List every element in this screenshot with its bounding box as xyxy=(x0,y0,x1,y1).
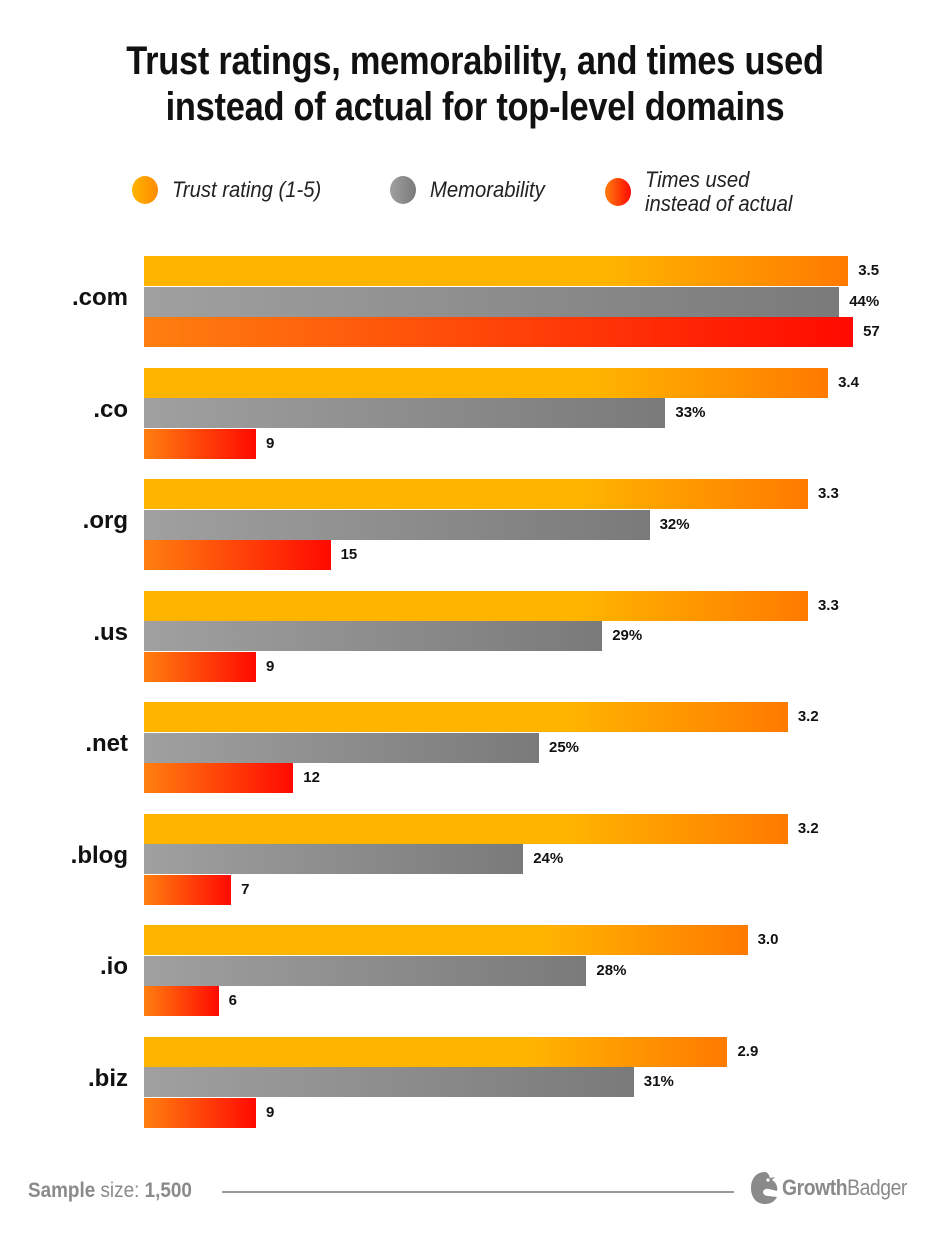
sample-value: 1,500 xyxy=(144,1179,192,1202)
legend-label: Times used instead of actual xyxy=(645,168,792,216)
sample-size: Sample size: 1,500 xyxy=(28,1179,192,1203)
bar-memorability xyxy=(144,509,650,540)
data-label-memorability: 25% xyxy=(549,738,580,756)
bar-trust xyxy=(144,590,808,621)
bar-memorability xyxy=(144,621,603,651)
bar-times-used xyxy=(144,317,854,347)
data-label-memorability: 33% xyxy=(675,404,706,421)
chart-title-line: instead of actual for top-level domains xyxy=(165,85,785,129)
sample-label: size: xyxy=(95,1179,145,1202)
growthbadger-logo: GrowthBadger xyxy=(748,1170,924,1206)
legend-item-trust: Trust rating (1-5) xyxy=(132,176,334,204)
bar-times-used xyxy=(144,540,331,570)
legend-item-times-used: Times used instead of actual xyxy=(605,168,805,216)
data-label-memorability: 28% xyxy=(596,961,627,979)
data-label-trust: 3.4 xyxy=(838,373,859,391)
sample-label-bold: Sample xyxy=(28,1179,96,1202)
legend-swatch-times-used xyxy=(605,178,631,206)
data-label-times-used: 15 xyxy=(340,546,358,563)
category-label: .com xyxy=(71,284,128,311)
bar-memorability xyxy=(144,1067,634,1097)
chart-title-line: Trust ratings, memorability, and times u… xyxy=(126,39,824,83)
data-label-times-used: 57 xyxy=(863,323,880,340)
bar-trust xyxy=(144,367,829,398)
legend-item-memorability: Memorability xyxy=(390,176,555,204)
bar-memorability xyxy=(144,732,539,763)
category-label: .us xyxy=(93,618,128,646)
bar-times-used xyxy=(144,1097,256,1128)
bar-times-used xyxy=(144,428,256,459)
legend-swatch-memorability xyxy=(390,176,416,204)
category-label: .co xyxy=(93,395,128,423)
category-label: .org xyxy=(82,507,128,534)
bar-memorability xyxy=(144,844,524,874)
legend-label-line: Times used xyxy=(645,167,750,192)
data-label-times-used: 9 xyxy=(265,434,275,452)
data-label-memorability: 44% xyxy=(849,292,880,310)
bar-times-used xyxy=(144,874,232,905)
data-label-trust: 3.5 xyxy=(858,262,880,279)
data-label-trust: 3.3 xyxy=(817,485,839,502)
data-label-trust: 3.3 xyxy=(817,596,839,614)
data-label-memorability: 29% xyxy=(612,627,643,644)
data-label-trust: 3.2 xyxy=(797,819,819,837)
bar-memorability xyxy=(144,286,840,317)
legend-label-line: instead of actual xyxy=(645,191,793,216)
legend-label: Memorability xyxy=(430,177,545,202)
category-label: .blog xyxy=(70,841,128,869)
legend-label: Trust rating (1-5) xyxy=(172,177,322,202)
data-label-trust: 3.2 xyxy=(797,708,819,725)
data-label-times-used: 12 xyxy=(303,769,320,786)
category-label: .net xyxy=(85,730,128,757)
logo-text: GrowthBadger xyxy=(782,1175,907,1201)
bar-memorability xyxy=(144,955,587,986)
data-label-trust: 2.9 xyxy=(737,1042,759,1060)
bar-trust xyxy=(144,702,788,732)
data-label-trust: 3.0 xyxy=(757,931,779,948)
logo-text-bold: Growth xyxy=(782,1175,848,1200)
bar-memorability xyxy=(144,398,666,428)
footer-divider xyxy=(222,1191,734,1193)
bar-trust xyxy=(144,1036,728,1067)
logo-text-rest: Badger xyxy=(847,1175,907,1200)
bar-trust xyxy=(144,256,849,286)
category-label: .biz xyxy=(88,1064,128,1092)
chart-title: Trust ratings, memorability, and times u… xyxy=(0,38,950,130)
data-label-memorability: 24% xyxy=(533,850,564,867)
bar-trust xyxy=(144,813,788,844)
data-label-times-used: 7 xyxy=(241,880,250,898)
bar-trust xyxy=(144,925,748,955)
data-label-times-used: 6 xyxy=(228,992,237,1009)
badger-icon xyxy=(751,1172,778,1204)
data-label-times-used: 9 xyxy=(265,1103,275,1121)
bar-times-used xyxy=(144,651,256,682)
data-label-memorability: 32% xyxy=(659,515,690,533)
bar-trust xyxy=(144,479,808,509)
category-label: .io xyxy=(100,953,128,980)
data-label-times-used: 9 xyxy=(265,657,275,675)
data-label-memorability: 31% xyxy=(643,1073,674,1090)
bar-times-used xyxy=(144,986,219,1016)
bar-times-used xyxy=(144,763,294,793)
legend-swatch-trust xyxy=(132,176,158,204)
